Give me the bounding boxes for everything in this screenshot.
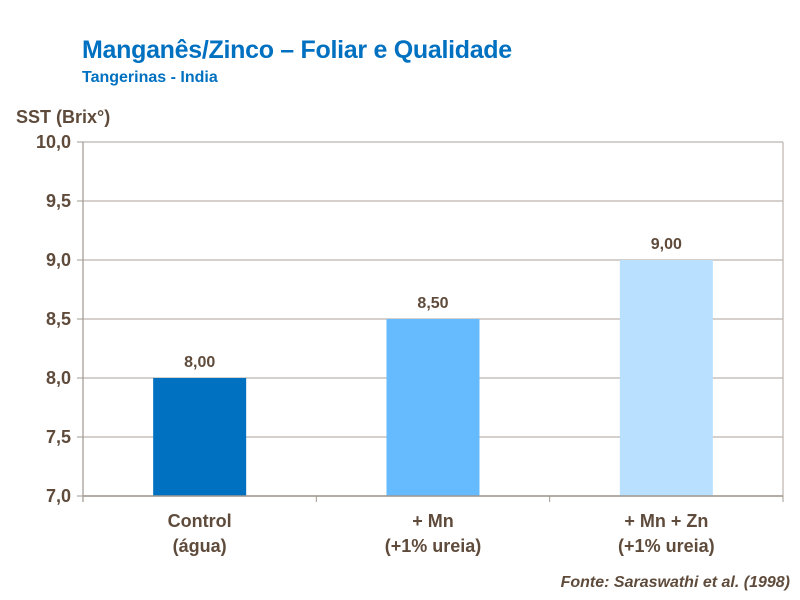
y-tick-label: 7,0 [46,486,71,506]
bar [386,319,480,496]
data-label: 8,50 [417,295,448,312]
source-note: Fonte: Saraswathi et al. (1998) [560,574,790,591]
y-axis-label: SST (Brix°) [16,107,111,127]
bar [619,260,713,496]
bar [153,378,247,496]
y-tick-label: 10,0 [36,132,71,152]
x-tick-label: (água) [173,536,227,556]
y-tick-label: 7,5 [46,427,71,447]
x-tick-label: Control [168,511,232,531]
x-tick-label: (+1% ureia) [618,536,715,556]
y-tick-label: 9,0 [46,250,71,270]
y-tick-label: 8,0 [46,368,71,388]
y-tick-label: 9,5 [46,191,71,211]
x-tick-label: + Mn + Zn [624,511,708,531]
data-label: 9,00 [651,236,682,253]
x-tick-label: (+1% ureia) [385,536,482,556]
y-tick-label: 8,5 [46,309,71,329]
chart-title: Manganês/Zinco – Foliar e Qualidade [82,36,512,64]
x-tick-label: + Mn [412,511,454,531]
chart-subtitle: Tangerinas - India [82,69,218,86]
data-label: 8,00 [184,354,215,371]
